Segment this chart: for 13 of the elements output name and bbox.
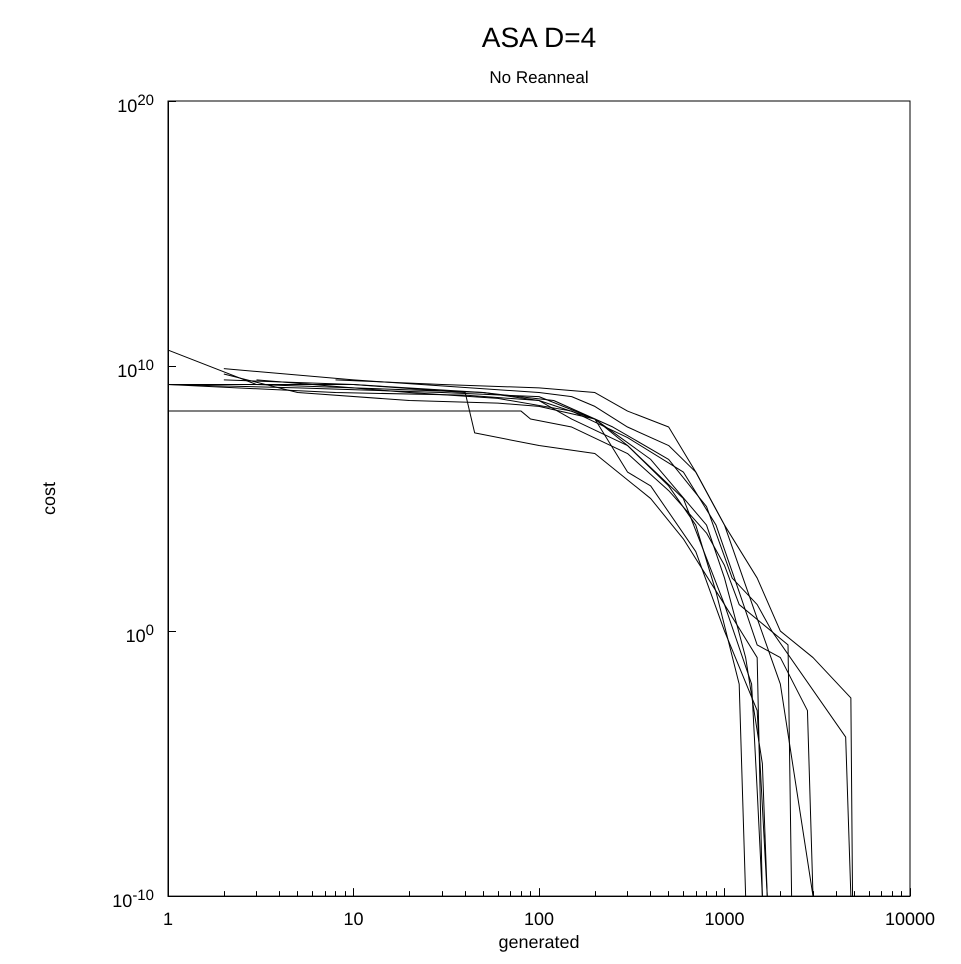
chart-title: ASA D=4 — [480, 22, 598, 54]
x-tick-label: 10000 — [884, 909, 936, 930]
x-axis-title: generated — [498, 932, 580, 952]
y-tick-label: 10$^{0}$ — [126, 621, 154, 648]
y-axis-title: cost — [39, 482, 59, 516]
y-tick-label: 10$^{10}$ — [117, 356, 154, 382]
y-tick-label: 10$^{-10}$ — [112, 886, 154, 912]
chart-subtitle: No Reanneal — [488, 68, 590, 88]
x-tick-label: 1000 — [704, 909, 745, 930]
y-tick-label: 10$^{20}$ — [117, 91, 154, 117]
x-tick-label: 100 — [524, 909, 554, 930]
x-tick-label: 1 — [162, 909, 174, 930]
x-tick-label: 10 — [343, 909, 364, 930]
